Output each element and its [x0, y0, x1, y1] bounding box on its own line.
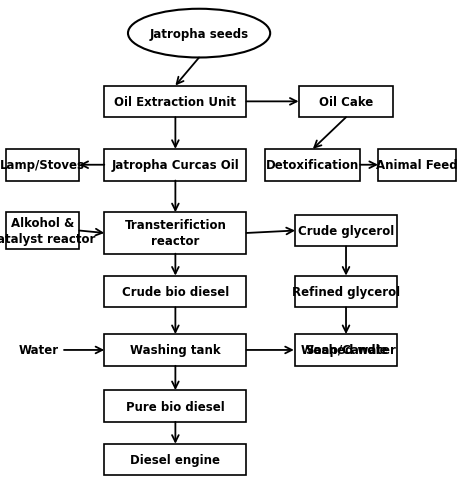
- FancyBboxPatch shape: [104, 213, 246, 254]
- Text: Water: Water: [19, 344, 59, 357]
- Text: Lamp/Stoves: Lamp/Stoves: [0, 159, 85, 172]
- FancyBboxPatch shape: [295, 276, 397, 308]
- Text: Washing tank: Washing tank: [130, 344, 221, 357]
- FancyBboxPatch shape: [104, 86, 246, 118]
- Text: Oil Extraction Unit: Oil Extraction Unit: [114, 96, 237, 108]
- FancyBboxPatch shape: [6, 213, 79, 249]
- Text: Alkohol &
catalyst reactor: Alkohol & catalyst reactor: [0, 216, 95, 245]
- Text: Transterifiction
reactor: Transterifiction reactor: [125, 219, 226, 248]
- FancyBboxPatch shape: [104, 334, 246, 366]
- Text: Crude glycerol: Crude glycerol: [298, 225, 394, 238]
- Text: Washed water: Washed water: [301, 344, 396, 357]
- Text: Jatropha seeds: Jatropha seeds: [149, 28, 249, 41]
- FancyBboxPatch shape: [295, 334, 397, 366]
- Text: Oil Cake: Oil Cake: [319, 96, 373, 108]
- FancyBboxPatch shape: [6, 150, 79, 181]
- FancyBboxPatch shape: [104, 150, 246, 181]
- FancyBboxPatch shape: [295, 215, 397, 247]
- Text: Jatropha Curcas Oil: Jatropha Curcas Oil: [111, 159, 239, 172]
- FancyBboxPatch shape: [265, 150, 360, 181]
- FancyBboxPatch shape: [104, 391, 246, 422]
- Text: Crude bio diesel: Crude bio diesel: [122, 286, 229, 298]
- FancyBboxPatch shape: [104, 444, 246, 475]
- Text: Soap/Candle: Soap/Candle: [305, 344, 387, 357]
- Text: Animal Feed: Animal Feed: [376, 159, 458, 172]
- Text: Pure bio diesel: Pure bio diesel: [126, 400, 225, 413]
- Ellipse shape: [128, 10, 270, 59]
- Text: Detoxification: Detoxification: [266, 159, 359, 172]
- FancyBboxPatch shape: [378, 150, 456, 181]
- FancyBboxPatch shape: [104, 276, 246, 308]
- Text: Diesel engine: Diesel engine: [130, 453, 220, 466]
- Text: Refined glycerol: Refined glycerol: [292, 286, 400, 298]
- FancyBboxPatch shape: [299, 86, 393, 118]
